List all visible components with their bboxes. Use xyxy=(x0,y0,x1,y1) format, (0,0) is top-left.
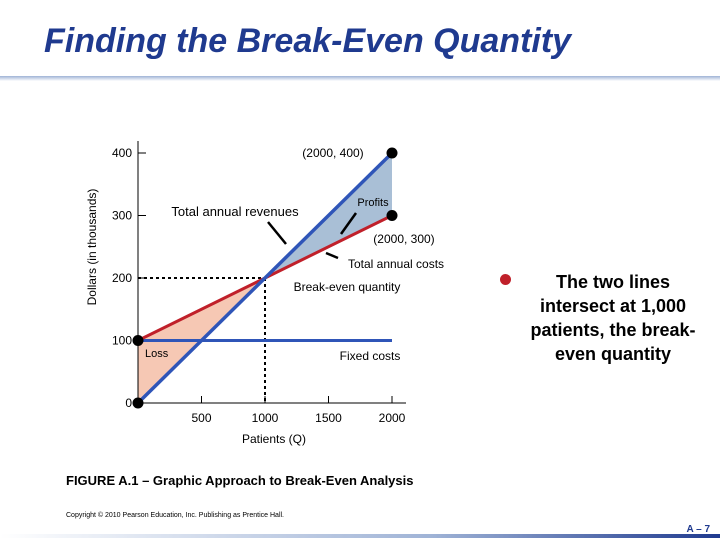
fixed-costs-label: Fixed costs xyxy=(340,349,401,363)
profits-pointer xyxy=(339,212,358,235)
slide-title: Finding the Break-Even Quantity xyxy=(44,22,572,60)
figure-caption: FIGURE A.1 – Graphic Approach to Break-E… xyxy=(66,473,414,488)
y-tick-label-300: 300 xyxy=(112,209,132,223)
break-even-label: Break-even quantity xyxy=(294,280,401,294)
data-point-1 xyxy=(132,335,144,346)
loss-label: Loss xyxy=(145,348,169,360)
y-tick-label-200: 200 xyxy=(112,271,132,285)
title-divider xyxy=(0,76,720,81)
y-tick-label-0: 0 xyxy=(125,396,132,410)
data-point-0 xyxy=(132,397,144,409)
costs-label: Total annual costs xyxy=(348,257,444,271)
revenues-pointer xyxy=(267,221,287,245)
x-tick-label-1000: 1000 xyxy=(252,411,279,425)
bottom-divider xyxy=(0,534,720,538)
y-tick-label-400: 400 xyxy=(112,146,132,160)
y-axis-label: Dollars (in thousands) xyxy=(85,189,99,306)
break-even-chart: 0 100 200 300 400 500 1000 1500 2000 Patients (Q)… xyxy=(85,141,444,446)
revenues-label: Total annual revenues xyxy=(171,204,299,219)
costs-pointer xyxy=(325,251,339,260)
x-tick-label-2000: 2000 xyxy=(379,411,406,425)
bullet-text: The two lines intersect at 1,000 patient… xyxy=(530,272,696,364)
point-label-2000-400: (2000, 400) xyxy=(302,146,363,160)
chart-points xyxy=(132,147,398,409)
data-point-2 xyxy=(386,147,398,159)
bullet-dot-icon xyxy=(500,274,511,285)
page-number: A – 7 xyxy=(686,524,710,535)
chart-labels: (2000, 400) (2000, 300) Total annual reven… xyxy=(145,146,444,363)
chart-axes: 0 100 200 300 400 500 1000 1500 2000 Patients (Q)… xyxy=(85,141,406,446)
chart-lines xyxy=(136,151,394,405)
x-axis-label: Patients (Q) xyxy=(242,432,306,446)
total-revenues-line xyxy=(136,151,394,405)
point-label-2000-300: (2000, 300) xyxy=(373,232,434,246)
profits-label: Profits xyxy=(357,197,389,209)
data-point-3 xyxy=(386,210,398,221)
x-tick-label-500: 500 xyxy=(191,411,211,425)
copyright-notice: Copyright © 2010 Pearson Education, Inc.… xyxy=(66,512,285,519)
y-tick-label-100: 100 xyxy=(112,334,132,348)
x-tick-label-1500: 1500 xyxy=(315,411,342,425)
